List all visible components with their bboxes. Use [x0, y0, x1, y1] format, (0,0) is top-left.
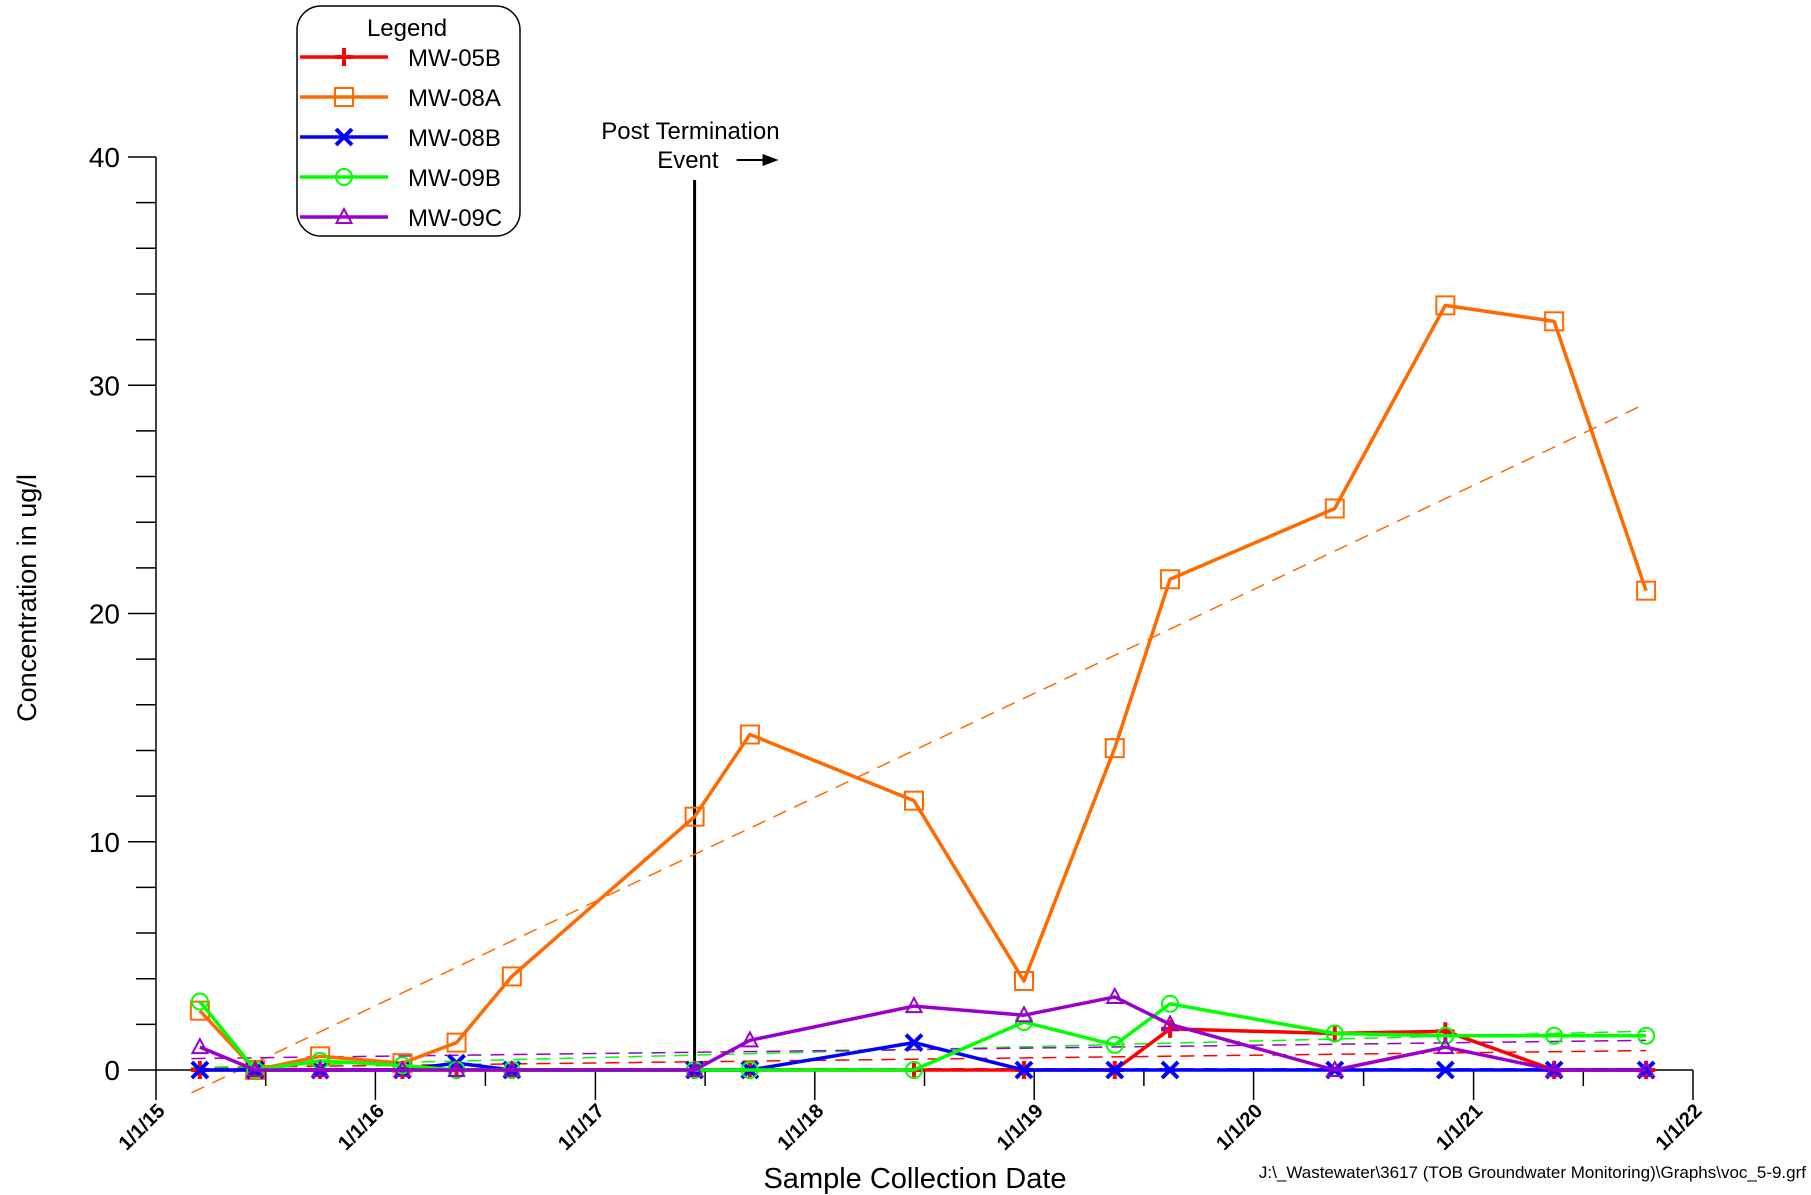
data-point	[1161, 994, 1180, 1013]
legend-label: MW-09C	[408, 205, 502, 232]
data-point	[1160, 1060, 1180, 1080]
legend-marker	[334, 87, 354, 107]
event-label-line2: Event	[657, 147, 719, 174]
legend-marker	[335, 48, 353, 66]
legend-marker	[334, 206, 354, 224]
data-point	[904, 1033, 924, 1053]
data-point	[1636, 580, 1657, 601]
legend-label: MW-05B	[408, 45, 501, 72]
data-point	[446, 1032, 467, 1053]
annotation-layer: Post Termination Event	[601, 118, 780, 1070]
data-point	[684, 806, 705, 827]
data-point	[1545, 1026, 1564, 1045]
y-axis-label: Concentration in ug/l	[12, 474, 42, 722]
y-tick-label: 10	[89, 827, 120, 858]
axes: 0 10 20 30 40 1/1/15 1/1/16 1/1/17 1/1/18 1/1/19 1…	[89, 142, 1707, 1155]
data-point	[190, 1060, 210, 1080]
legend-item: MW-05B	[300, 45, 501, 72]
series-lines	[189, 295, 1657, 1080]
legend: Legend MW-05B MW-08A MW-08B MW-09B MW-09C	[296, 5, 521, 237]
legend-label: MW-09B	[408, 165, 501, 192]
data-point	[1324, 498, 1345, 519]
data-point	[685, 1059, 704, 1077]
data-point	[904, 1061, 923, 1079]
series-line	[198, 303, 1648, 1072]
data-point	[1436, 1026, 1455, 1045]
data-point	[740, 1061, 759, 1079]
legend-label: MW-08A	[408, 85, 501, 112]
data-point	[447, 1059, 466, 1077]
data-point	[1104, 738, 1125, 759]
data-point	[1013, 970, 1034, 991]
data-point	[1436, 1037, 1455, 1055]
data-point	[1105, 1035, 1124, 1054]
data-point	[1325, 1024, 1344, 1043]
data-point	[1435, 1060, 1455, 1080]
x-tick-label: 1/1/19	[993, 1100, 1048, 1155]
series-mw-08a	[189, 295, 1657, 1080]
legend-items: MW-05B MW-08A MW-08B MW-09B MW-09C	[300, 45, 502, 232]
x-tick-label: 1/1/17	[554, 1100, 609, 1155]
data-point	[1160, 1014, 1180, 1032]
data-point	[1160, 569, 1181, 590]
data-point	[1014, 1060, 1034, 1080]
legend-title: Legend	[367, 15, 447, 42]
series-line	[198, 1000, 1647, 1072]
data-point	[393, 1056, 412, 1075]
x-tick-label: 1/1/20	[1212, 1100, 1267, 1155]
y-tick-label: 20	[89, 599, 120, 630]
legend-label: MW-08B	[408, 125, 501, 152]
trend-line	[191, 1039, 1647, 1060]
data-point	[310, 1059, 330, 1077]
data-point	[190, 992, 209, 1011]
y-tick-label: 40	[89, 142, 120, 173]
x-tick-label: 1/1/16	[334, 1100, 389, 1155]
y-tick-label: 30	[89, 370, 120, 401]
series-mw-09c	[190, 986, 1656, 1077]
data-point	[310, 1046, 331, 1067]
data-point	[1544, 1059, 1564, 1077]
legend-item: MW-08B	[300, 125, 501, 152]
legend-item: MW-09B	[300, 165, 501, 192]
data-point	[1637, 1026, 1656, 1045]
data-point	[1105, 1060, 1125, 1080]
footer-path: J:\_Wastewater\3617 (TOB Groundwater Mon…	[1259, 1163, 1806, 1182]
x-tick-label: 1/1/22	[1652, 1100, 1707, 1155]
data-point	[1105, 986, 1124, 1004]
arrow-head	[762, 154, 779, 166]
y-tick-label: 0	[104, 1055, 120, 1086]
trend-line	[191, 1030, 1647, 1069]
legend-item: MW-08A	[300, 85, 501, 112]
event-label-line1: Post Termination	[601, 118, 779, 145]
x-tick-label: 1/1/18	[773, 1100, 828, 1155]
data-point	[246, 1059, 265, 1077]
data-point	[1014, 1005, 1034, 1023]
data-point	[1544, 311, 1565, 332]
x-tick-label: 1/1/15	[115, 1100, 170, 1155]
x-tick-label: 1/1/21	[1432, 1100, 1487, 1155]
data-point	[740, 1030, 760, 1048]
data-point	[903, 790, 924, 811]
series-line	[199, 995, 1647, 1072]
data-point	[1435, 295, 1456, 316]
data-point	[1325, 1059, 1344, 1077]
legend-item: MW-09C	[300, 205, 502, 232]
data-point	[1636, 1059, 1656, 1077]
legend-marker	[335, 168, 353, 186]
data-point	[502, 1059, 522, 1077]
data-point	[393, 1059, 412, 1077]
trend-line	[191, 402, 1647, 1094]
event-arrow	[736, 154, 779, 166]
data-point	[904, 995, 924, 1014]
data-point	[501, 966, 522, 987]
legend-marker	[334, 127, 354, 147]
trend-lines	[191, 402, 1647, 1094]
data-point	[739, 724, 760, 745]
data-point	[190, 1037, 210, 1055]
x-axis-label: Sample Collection Date	[763, 1163, 1066, 1195]
